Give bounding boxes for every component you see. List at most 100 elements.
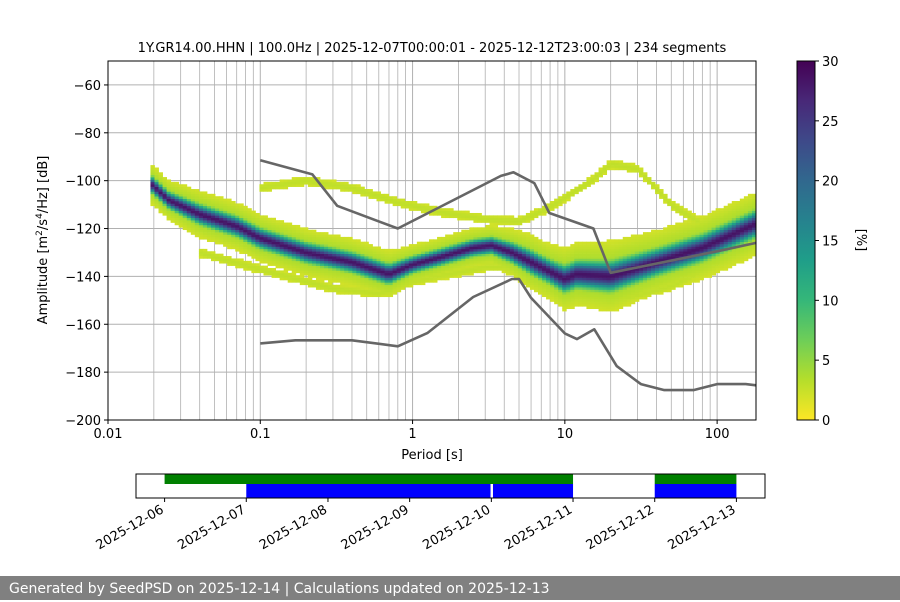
heatmap-cell <box>711 272 717 276</box>
heatmap-cell <box>275 248 281 252</box>
heatmap-cell <box>675 248 680 252</box>
heatmap-cell <box>453 215 458 219</box>
heatmap-cell <box>227 241 232 245</box>
date-tick-label: 2025-12-10 <box>420 502 493 553</box>
heatmap-cell <box>659 287 664 290</box>
heatmap-cell <box>497 220 503 223</box>
heatmap-cell <box>198 208 204 211</box>
heatmap-cell <box>489 265 494 269</box>
heatmap-cell <box>562 294 567 298</box>
heatmap-cell <box>594 275 599 278</box>
heatmap-cell <box>198 224 204 228</box>
heatmap-cell <box>368 270 373 274</box>
heatmap-cell <box>606 167 612 171</box>
heatmap-cell <box>715 270 721 274</box>
heatmap-cell <box>533 282 539 286</box>
heatmap-cell <box>372 275 377 278</box>
heatmap-cell <box>315 232 321 235</box>
heatmap-cell <box>509 248 515 252</box>
heatmap-cell <box>497 258 503 262</box>
heatmap-cell <box>299 184 305 187</box>
heatmap-cell <box>719 215 725 219</box>
heatmap-cell <box>659 270 664 274</box>
heatmap-cell <box>275 246 281 250</box>
heatmap-cell <box>610 296 616 300</box>
heatmap-cell <box>243 222 248 226</box>
heatmap-cell <box>356 241 361 245</box>
heatmap-cell <box>642 279 648 283</box>
heatmap-cell <box>344 270 349 274</box>
heatmap-cell <box>412 256 418 259</box>
heatmap-cell <box>683 279 688 283</box>
heatmap-cell <box>542 208 547 211</box>
heatmap-cell <box>521 282 527 286</box>
heatmap-cell <box>626 287 632 290</box>
heatmap-cell <box>574 277 579 281</box>
heatmap-cell <box>356 287 361 290</box>
heatmap-cell <box>659 246 664 250</box>
heatmap-cell <box>562 272 567 276</box>
heatmap-cell <box>501 215 507 219</box>
heatmap-cell <box>562 201 567 204</box>
heatmap-cell <box>465 210 470 214</box>
heatmap-cell <box>202 236 208 240</box>
heatmap-cell <box>416 263 422 266</box>
heatmap-cell <box>719 229 725 233</box>
heatmap-cell <box>550 265 555 269</box>
heatmap-cell <box>287 244 293 247</box>
heatmap-cell <box>420 208 426 211</box>
heatmap-cell <box>481 220 486 223</box>
heatmap-cell <box>687 253 692 257</box>
heatmap-cell <box>683 275 688 278</box>
heatmap-cell <box>211 201 216 204</box>
heatmap-cell <box>618 279 624 283</box>
heatmap-cell <box>489 248 494 252</box>
heatmap-cell <box>743 198 749 202</box>
heatmap-cell <box>445 248 450 252</box>
heatmap-cell <box>719 222 725 226</box>
heatmap-cell <box>687 277 692 281</box>
heatmap-cell <box>647 253 652 257</box>
heatmap-cell <box>429 256 434 259</box>
heatmap-cell <box>198 198 204 202</box>
heatmap-cell <box>671 248 676 252</box>
heatmap-cell <box>679 272 684 276</box>
heatmap-cell <box>638 275 644 278</box>
heatmap-cell <box>279 241 285 245</box>
heatmap-cell <box>295 263 301 266</box>
heatmap-cell <box>691 220 696 223</box>
heatmap-cell <box>691 251 696 254</box>
heatmap-cell <box>352 284 357 288</box>
heatmap-cell <box>283 253 289 257</box>
heatmap-cell <box>400 256 406 259</box>
heatmap-cell <box>336 234 341 238</box>
heatmap-cell <box>683 220 688 223</box>
heatmap-cell <box>723 253 729 257</box>
heatmap-cell <box>457 210 462 214</box>
heatmap-cell <box>606 244 612 247</box>
heatmap-cell <box>671 236 676 240</box>
heatmap-cell <box>727 253 733 257</box>
heatmap-cell <box>283 248 289 252</box>
heatmap-cell <box>299 244 305 247</box>
heatmap-cell <box>602 167 608 171</box>
heatmap-cell <box>707 241 712 245</box>
heatmap-cell <box>356 272 361 276</box>
heatmap-cell <box>711 256 717 259</box>
heatmap-cell <box>699 265 704 269</box>
heatmap-cell <box>166 201 172 204</box>
heatmap-cell <box>542 289 547 293</box>
heatmap-cell <box>328 241 333 245</box>
heatmap-cell <box>311 284 317 288</box>
heatmap-cell <box>743 227 749 231</box>
heatmap-cell <box>441 239 446 242</box>
heatmap-cell <box>328 277 333 281</box>
heatmap-cell <box>542 263 547 266</box>
heatmap-cell <box>554 284 559 288</box>
heatmap-cell <box>420 251 426 254</box>
heatmap-cell <box>287 234 293 238</box>
heatmap-cell <box>525 234 531 238</box>
heatmap-cell <box>202 215 208 219</box>
heatmap-cell <box>538 272 543 276</box>
heatmap-cell <box>433 260 438 264</box>
